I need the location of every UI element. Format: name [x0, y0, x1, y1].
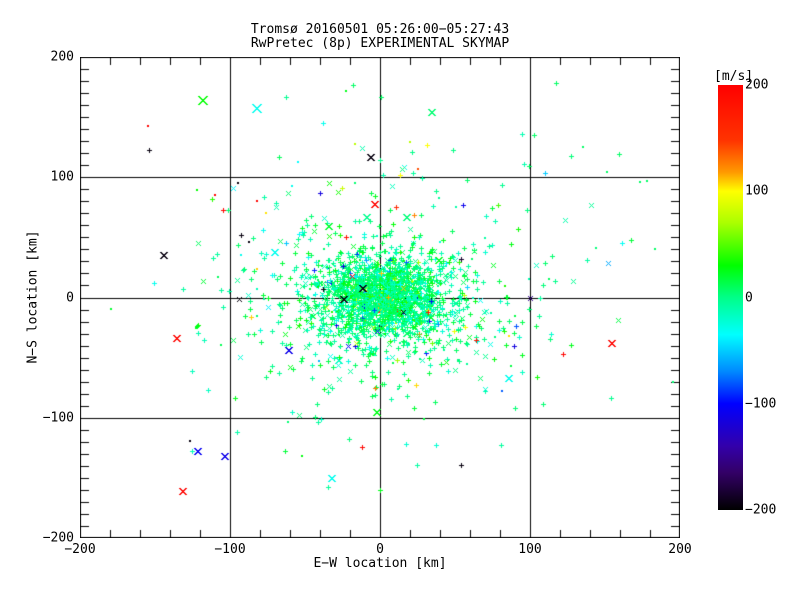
colorbar-units-label: [m/s] [714, 69, 754, 84]
x-tick-label: 0 [376, 542, 384, 557]
y-tick-label: 0 [66, 290, 74, 305]
x-tick-label: 200 [668, 542, 692, 557]
colorbar-tick-label: −100 [745, 396, 777, 412]
colorbar-tick-label: 0 [745, 290, 753, 305]
y-tick-label: −200 [42, 530, 74, 546]
y-tick-label: −100 [42, 410, 74, 426]
y-tick-label: 100 [50, 169, 74, 185]
y-tick-label: 200 [50, 49, 74, 65]
x-tick-label: −100 [214, 542, 246, 557]
x-tick-label: 100 [518, 542, 542, 557]
title-line-2: RwPretec (8p) EXPERIMENTAL SKYMAP [250, 36, 510, 51]
colorbar-tick-label: 200 [745, 77, 769, 93]
colorbar-tick-label: −200 [745, 502, 777, 518]
scatter-plot-canvas [80, 57, 680, 538]
x-tick-label: −200 [64, 542, 96, 557]
title-line-1: Tromsø 20160501 05:26:00−05:27:43 [250, 22, 510, 37]
colorbar-gradient [718, 85, 743, 510]
x-axis-label: E−W location [km] [313, 556, 447, 571]
colorbar-tick-label: 100 [745, 183, 769, 199]
